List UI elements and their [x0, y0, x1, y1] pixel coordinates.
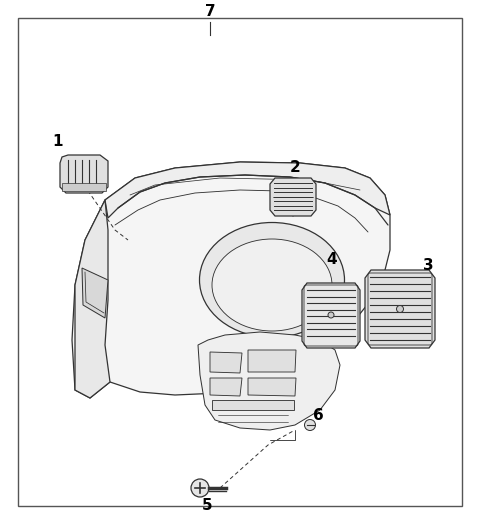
Ellipse shape [200, 222, 345, 338]
Polygon shape [212, 400, 294, 410]
Ellipse shape [212, 239, 332, 331]
Text: 7: 7 [204, 4, 216, 20]
Polygon shape [302, 283, 360, 348]
Polygon shape [75, 200, 110, 398]
Text: 2: 2 [289, 160, 300, 176]
Polygon shape [60, 155, 108, 193]
Polygon shape [105, 162, 390, 218]
Polygon shape [248, 378, 296, 396]
Text: 6: 6 [312, 407, 324, 423]
Text: 4: 4 [327, 253, 337, 268]
Polygon shape [198, 332, 340, 430]
Polygon shape [210, 378, 242, 396]
Polygon shape [210, 352, 242, 373]
Polygon shape [82, 268, 108, 318]
Polygon shape [365, 270, 435, 348]
Text: 5: 5 [202, 498, 212, 512]
Circle shape [328, 312, 334, 318]
Circle shape [304, 419, 315, 431]
Circle shape [396, 305, 404, 313]
Polygon shape [248, 350, 296, 372]
Polygon shape [72, 162, 390, 398]
Polygon shape [62, 183, 106, 191]
Polygon shape [270, 178, 316, 216]
Text: 3: 3 [423, 258, 433, 272]
Text: 1: 1 [53, 134, 63, 150]
Circle shape [191, 479, 209, 497]
